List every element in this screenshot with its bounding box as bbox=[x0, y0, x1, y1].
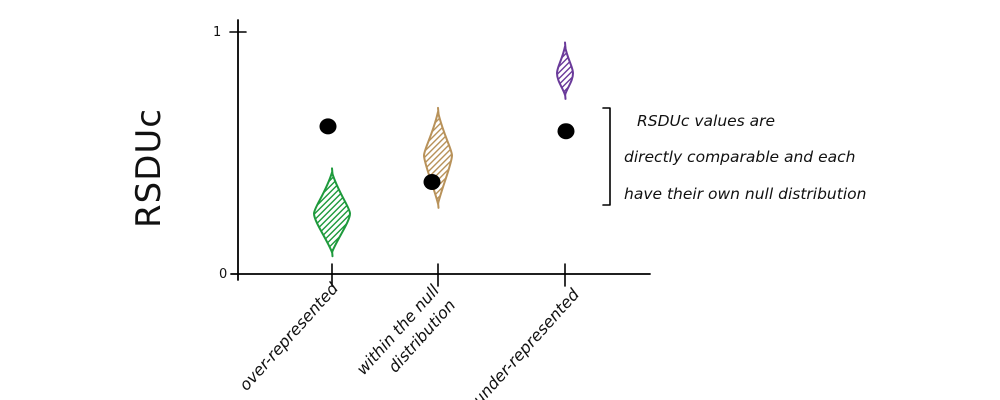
null-distribution-hatch-2 bbox=[424, 111, 452, 204]
x-ticks bbox=[331, 263, 566, 287]
category-label-2: within the nulldistribution bbox=[352, 281, 459, 394]
annotation-line-3: have their own null distribution bbox=[624, 185, 866, 203]
y-tick-label-min: 0 bbox=[219, 267, 227, 282]
category-label-3-line-1: under-represented bbox=[469, 284, 584, 400]
axes bbox=[229, 19, 651, 281]
annotation-line-2: directly comparable and each bbox=[624, 148, 855, 166]
null-distributions bbox=[313, 41, 574, 258]
category-labels: over-represented within the nulldistribut… bbox=[235, 278, 583, 400]
category-label-1: over-represented bbox=[235, 278, 342, 394]
observed-point-2 bbox=[423, 174, 441, 190]
category-label-3: under-represented bbox=[469, 284, 584, 400]
observed-points bbox=[319, 118, 575, 190]
null-distribution-3 bbox=[556, 41, 574, 100]
y-tick-labels: 1 0 bbox=[213, 25, 227, 282]
category-label-1-line-1: over-represented bbox=[235, 278, 342, 394]
observed-point-1 bbox=[319, 118, 337, 135]
annotation-line-1: RSDUc values are bbox=[637, 112, 775, 130]
null-distribution-2 bbox=[423, 106, 453, 209]
observed-point-3 bbox=[557, 123, 575, 140]
y-axis-label: RSDUc bbox=[129, 108, 169, 228]
annotation-bracket bbox=[602, 107, 611, 206]
annotation: RSDUc values are directly comparable and… bbox=[602, 107, 866, 206]
y-tick-label-max: 1 bbox=[213, 25, 221, 40]
